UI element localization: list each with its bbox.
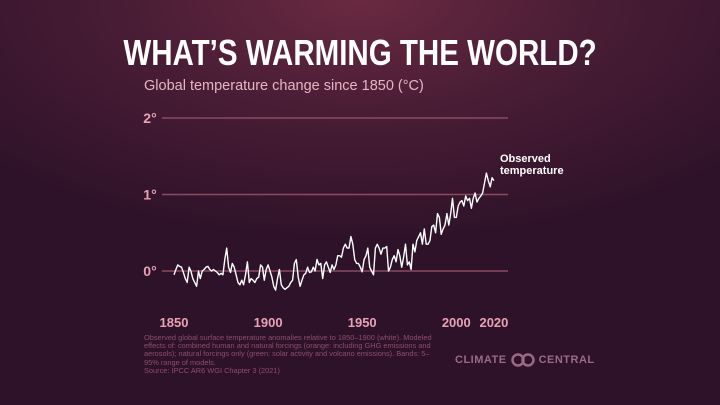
y-tick-label: 0° bbox=[143, 263, 156, 279]
source-text: Source: IPCC AR6 WGI Chapter 3 (2021) bbox=[144, 365, 280, 375]
climate-central-logo: CLIMATE CENTRAL bbox=[455, 353, 595, 367]
x-tick-label: 1950 bbox=[348, 315, 377, 330]
x-tick-label: 1850 bbox=[160, 315, 189, 330]
page-title: WHAT’S WARMING THE WORLD? bbox=[123, 32, 597, 73]
infinity-logo-icon bbox=[510, 353, 535, 367]
x-tick-label: 1900 bbox=[254, 315, 283, 330]
footnote-text: Observed global surface temperature anom… bbox=[144, 333, 432, 367]
x-tick-label: 2020 bbox=[479, 315, 508, 330]
logo-left: CLIMATE bbox=[455, 354, 507, 366]
footnote: Observed global surface temperature anom… bbox=[144, 333, 444, 375]
series-annotation: temperature bbox=[500, 165, 564, 177]
observed-temperature-line bbox=[173, 172, 495, 291]
x-tick-label: 2000 bbox=[442, 315, 471, 330]
chart-subtitle: Global temperature change since 1850 (°C… bbox=[144, 78, 424, 94]
series-annotation: Observed bbox=[500, 153, 551, 165]
logo-right: CENTRAL bbox=[538, 354, 595, 366]
y-tick-label: 2° bbox=[143, 110, 156, 126]
y-tick-label: 1° bbox=[143, 187, 156, 203]
